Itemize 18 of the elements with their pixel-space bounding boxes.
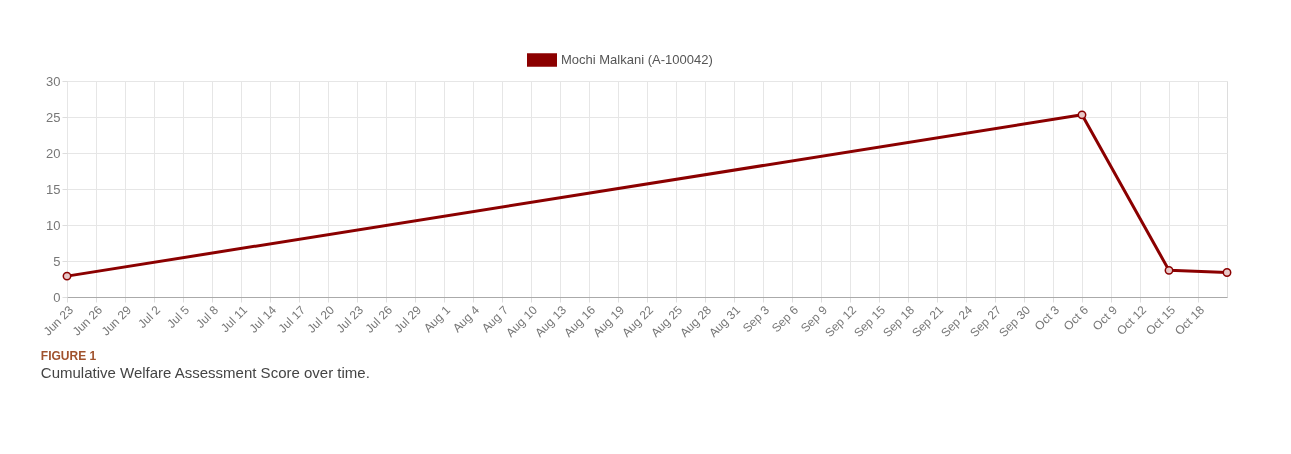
y-tick-label: 30 — [46, 73, 61, 89]
y-tick-label: 25 — [46, 109, 61, 125]
text: FIGURE 1 — [40, 348, 97, 363]
point — [1222, 268, 1232, 277]
y-tick-label: 20 — [46, 145, 61, 161]
text: Cumulative Welfare Assessment Score over time. — [40, 363, 370, 381]
x-tick-label: Jul 2 — [135, 302, 164, 331]
y-tick-label: 10 — [46, 217, 61, 233]
y-tick-label: 0 — [53, 289, 61, 305]
legend-label: Mochi Malkani (A-100042) — [561, 52, 713, 67]
y-tick-label: 5 — [53, 253, 61, 269]
y-tick-label: 15 — [46, 181, 61, 197]
x-tick-label: Oct 3 — [1031, 302, 1063, 334]
point — [1164, 265, 1174, 275]
x-tick-label: Jul 5 — [164, 302, 193, 331]
x-tick-label: Oct 6 — [1060, 302, 1092, 334]
point — [1077, 110, 1087, 120]
point — [62, 271, 72, 281]
